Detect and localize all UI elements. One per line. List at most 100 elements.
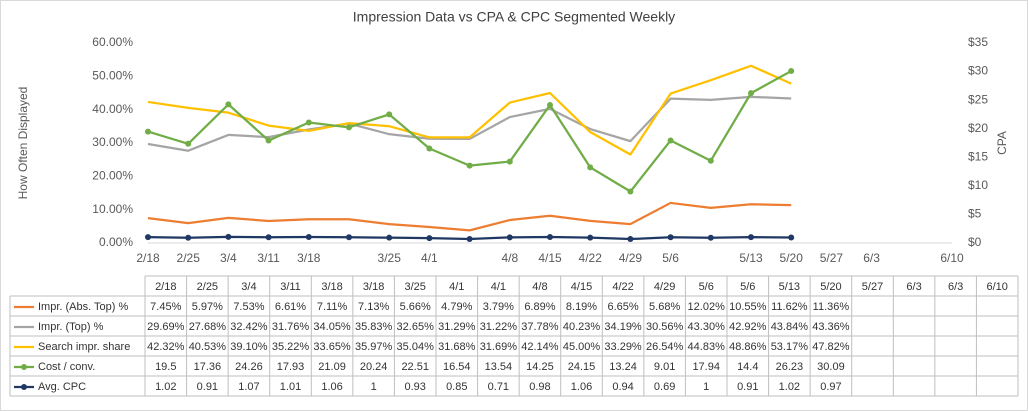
table-cell: 32.65% [397,321,435,333]
table-cell: 11.62% [771,301,808,313]
x-tick-label: 2/18 [136,251,160,265]
table-header: 6/3 [948,281,963,293]
x-tick-label: 5/6 [662,251,679,265]
y2-tick-label: $20 [968,121,988,135]
point [185,234,192,241]
legend-label: Search impr. share [38,341,130,353]
table-cell: 21.09 [318,361,346,373]
table-cell: 13.54 [485,361,513,373]
table-header: 5/13 [779,281,800,293]
table-header: 5/20 [820,281,841,293]
table-cell: 0.85 [446,381,467,393]
point [466,235,473,242]
table-cell: 0.94 [612,381,633,393]
table-cell: 5.66% [400,301,431,313]
table-header: 4/1 [449,281,464,293]
y-axis-label: How Often Displayed [16,87,30,200]
table-cell: 5.97% [192,301,223,313]
point [265,137,272,144]
table-header: 5/6 [740,281,755,293]
table-header: 2/18 [155,281,176,293]
table-cell: 7.53% [233,301,264,313]
y-tick-label: 0.00% [99,235,133,249]
point [667,137,674,144]
table-cell: 16.54 [443,361,471,373]
table-cell: 1.02 [155,381,176,393]
table-cell: 31.69% [480,341,518,353]
table-cell: 11.36% [813,301,850,313]
y2-tick-label: $15 [968,149,988,163]
table-header: 4/22 [612,281,633,293]
point [305,233,312,240]
table-cell: 24.26 [235,361,263,373]
table-header: 4/1 [491,281,506,293]
table-cell: 1.07 [238,381,259,393]
table-cell: 17.36 [194,361,222,373]
table-cell: 35.22% [272,341,310,353]
table-cell: 40.23% [563,321,601,333]
table-cell: 8.19% [566,301,597,313]
point [547,102,553,108]
point [627,236,634,243]
y-tick-label: 40.00% [92,102,133,116]
point [185,140,192,147]
table-cell: 1.01 [280,381,301,393]
point [225,101,232,108]
x-tick-label: 4/22 [579,251,603,265]
table-header: 3/18 [363,281,384,293]
table-cell: 5.68% [649,301,680,313]
table-cell: 37.78% [521,321,559,333]
point [788,68,795,75]
point [748,234,754,241]
y2-tick-label: $5 [968,207,982,221]
x-tick-label: 5/27 [820,251,844,265]
table-cell: 1.02 [779,381,800,393]
table-header: 3/18 [321,281,342,293]
table-cell: 0.69 [654,381,675,393]
table-cell: 13.24 [609,361,637,373]
point [426,235,433,242]
table-header: 3/11 [280,281,301,293]
table-header: 6/10 [987,281,1008,293]
legend-marker [21,384,27,390]
legend-label: Impr. (Abs. Top) % [38,301,128,313]
y-tick-label: 10.00% [92,202,133,216]
point [145,234,151,241]
y2-tick-label: $25 [968,92,988,106]
table-cell: 26.54% [646,341,684,353]
table-header: 4/15 [571,281,592,293]
table-cell: 4.79% [441,301,472,313]
legend-marker [21,364,27,370]
table-cell: 34.19% [604,321,642,333]
table-header: 4/29 [654,281,675,293]
x-tick-label: 2/25 [177,251,201,265]
table-cell: 9.01 [654,361,675,373]
table-cell: 14.25 [526,361,554,373]
table-cell: 31.68% [438,341,476,353]
table-header: 5/6 [699,281,714,293]
legend-label: Cost / conv. [38,361,95,373]
table-cell: 7.13% [358,301,389,313]
point [305,119,312,126]
point [788,234,795,241]
table-header: 5/27 [862,281,883,293]
y2-tick-label: $35 [968,35,988,49]
table-cell: 0.91 [197,381,218,393]
table-cell: 12.02% [688,301,726,313]
table-cell: 1.06 [321,381,342,393]
point [506,158,513,165]
table-cell: 43.84% [771,321,809,333]
point [707,157,714,164]
x-tick-label: 4/1 [421,251,438,265]
table-header: 6/3 [906,281,921,293]
point [587,234,594,241]
table-cell: 3.79% [483,301,514,313]
table-cell: 22.51 [401,361,429,373]
table-cell: 29.69% [147,321,185,333]
point [748,90,754,97]
table-cell: 31.29% [438,321,476,333]
point [265,234,272,241]
x-tick-label: 4/15 [538,251,562,265]
point [145,128,151,135]
table-cell: 6.89% [524,301,555,313]
